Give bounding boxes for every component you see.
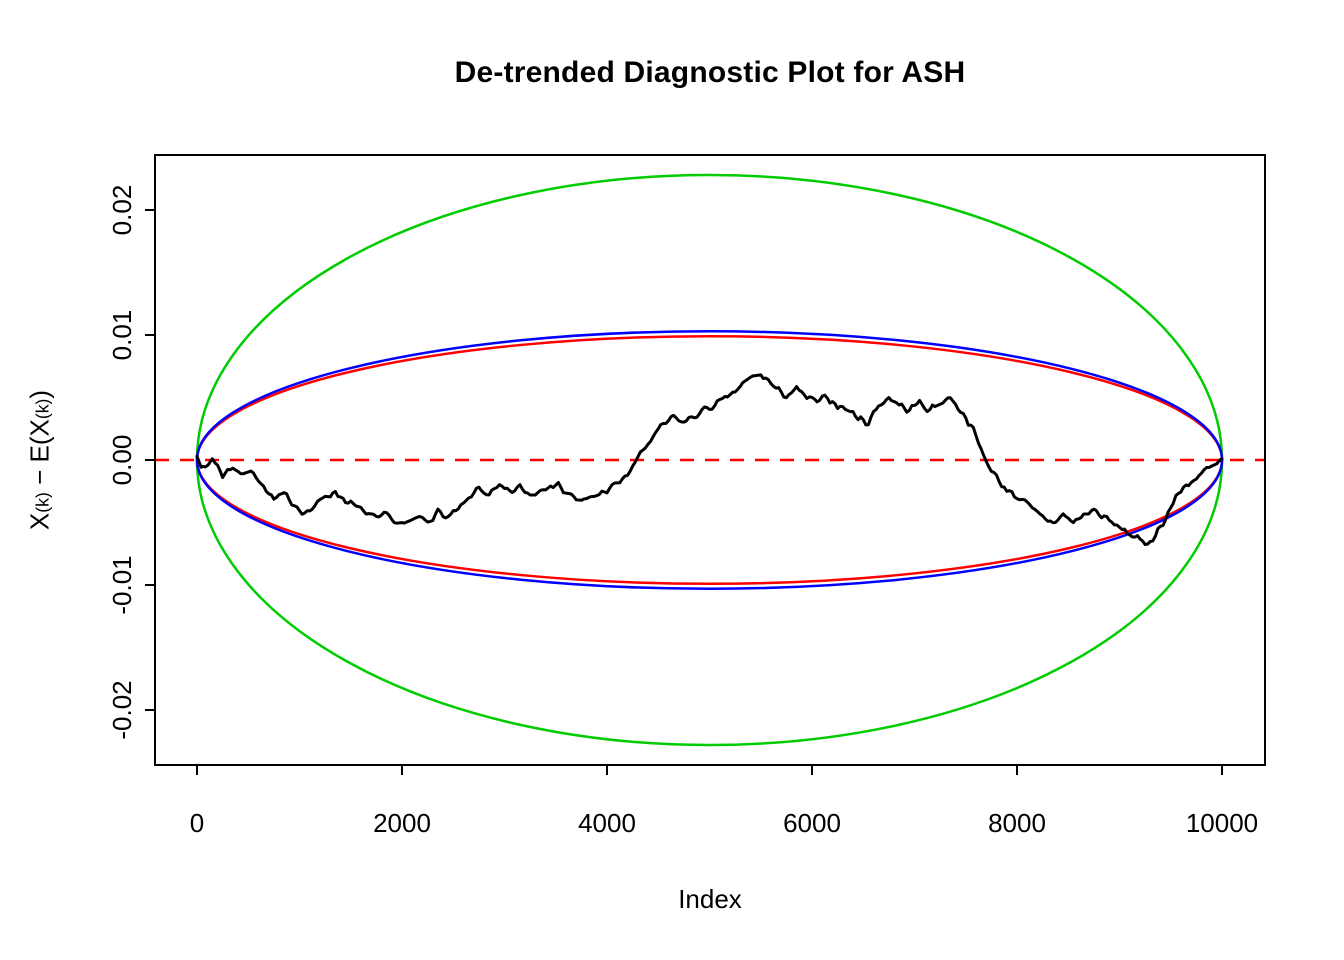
x-tick-label: 10000 xyxy=(1186,808,1258,838)
y-tick-label: 0.02 xyxy=(107,185,137,236)
y-tick-label: -0.01 xyxy=(107,555,137,614)
detrended-order-statistics-path xyxy=(195,373,1224,546)
x-axis-label: Index xyxy=(678,884,742,914)
x-tick-label: 8000 xyxy=(988,808,1046,838)
x-tick-label: 4000 xyxy=(578,808,636,838)
y-axis-label-text: X xyxy=(24,512,55,531)
y-tick-label: 0.01 xyxy=(107,310,137,361)
y-tick-label: -0.02 xyxy=(107,680,137,739)
y-axis-label-text: − E(X xyxy=(24,419,55,493)
y-axis-label-subscript: (k) xyxy=(32,492,53,513)
y-tick-label: 0.00 xyxy=(107,435,137,486)
x-tick-label: 2000 xyxy=(373,808,431,838)
x-tick-label: 6000 xyxy=(783,808,841,838)
y-axis-label-text: ) xyxy=(24,389,55,399)
y-axis-label: X(k) − E(X(k)) xyxy=(25,390,56,530)
x-tick-label: 0 xyxy=(190,808,204,838)
chart-title: De-trended Diagnostic Plot for ASH xyxy=(454,56,966,89)
y-axis-label-subscript: (k) xyxy=(32,398,53,420)
